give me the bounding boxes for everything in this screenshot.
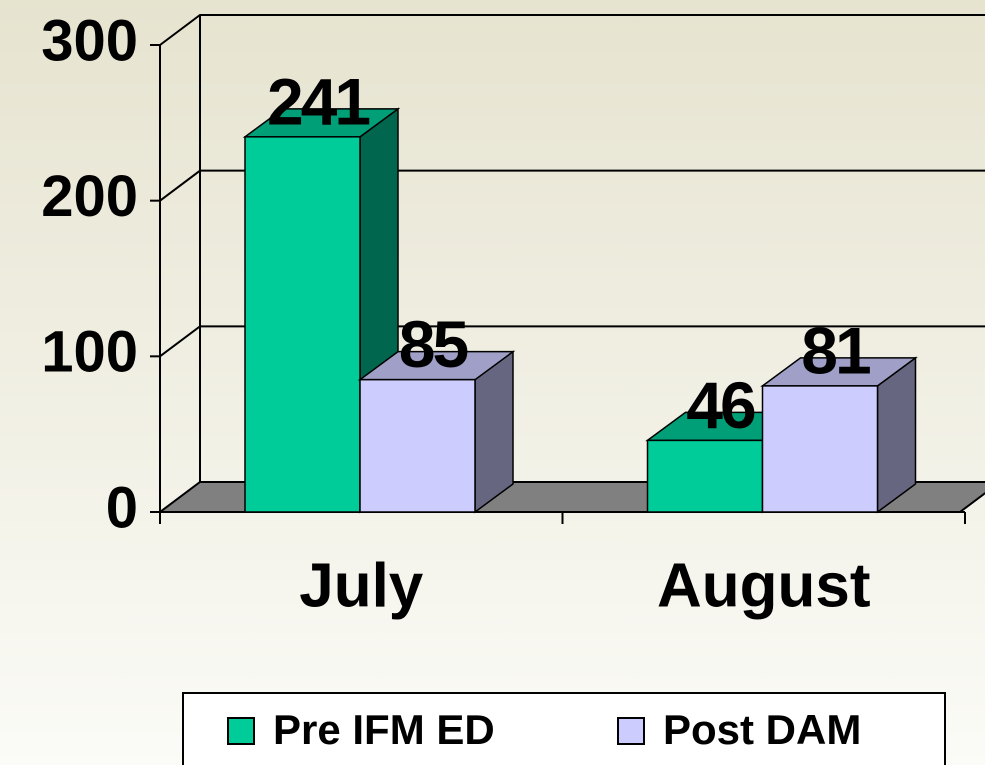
y-tick-label: 300 <box>41 8 138 73</box>
bar <box>646 439 764 513</box>
x-tick-label: July <box>299 551 424 620</box>
value-label: 241 <box>267 64 369 138</box>
grid-line <box>159 14 985 46</box>
legend-swatch <box>617 717 645 745</box>
y-tick-label: 200 <box>41 164 138 229</box>
y-tick-label: 0 <box>106 475 138 540</box>
legend-box <box>182 692 946 765</box>
y-tick-label: 100 <box>41 320 138 385</box>
bar <box>761 385 879 513</box>
bar <box>359 378 476 513</box>
value-label: 81 <box>801 313 870 387</box>
grid-line <box>159 169 985 202</box>
legend-swatch <box>227 717 255 745</box>
value-label: 85 <box>399 307 468 381</box>
grid-line <box>159 325 985 358</box>
legend-label: Pre IFM ED <box>273 706 495 753</box>
x-tick-label: August <box>657 551 871 620</box>
value-label: 46 <box>686 368 755 442</box>
legend-label: Post DAM <box>663 706 861 753</box>
bar <box>244 136 361 513</box>
